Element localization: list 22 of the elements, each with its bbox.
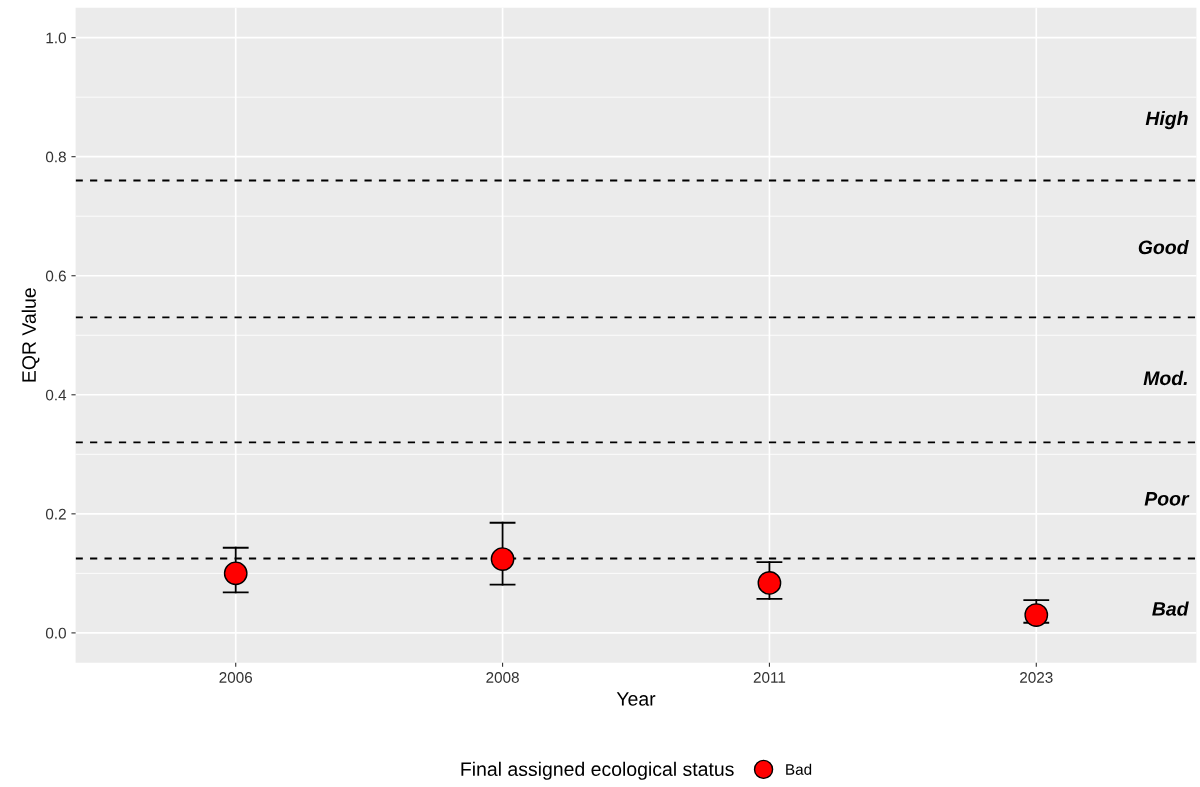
y-tick-label: 0.2 <box>45 508 66 520</box>
y-tick-label: 1.0 <box>46 32 66 44</box>
annotation: High <box>1145 111 1188 130</box>
annotation: Mod. <box>1143 370 1187 386</box>
legend-label: Bad <box>786 763 812 775</box>
x-tick-label: 2023 <box>1020 672 1053 683</box>
legend-title: Final assigned ecological status <box>461 761 734 780</box>
x-tick-label: 2006 <box>219 672 253 683</box>
point <box>490 547 515 571</box>
point <box>223 561 248 586</box>
point <box>757 570 782 595</box>
x-axis-title: Year <box>616 692 656 706</box>
y-axis-title: EQR Value <box>21 288 40 382</box>
x-tick-label: 2008 <box>486 672 519 683</box>
annotation: Bad <box>1152 601 1189 616</box>
annotation: Poor <box>1144 492 1190 506</box>
annotation: Good <box>1138 239 1189 255</box>
y-tick-label: 0.6 <box>45 270 66 282</box>
y-tick-label: 0.4 <box>45 389 67 401</box>
y-tick-label: 0.8 <box>45 151 66 163</box>
x-tick-label: 2011 <box>753 672 786 683</box>
y-tick-label: 0.0 <box>45 627 66 639</box>
